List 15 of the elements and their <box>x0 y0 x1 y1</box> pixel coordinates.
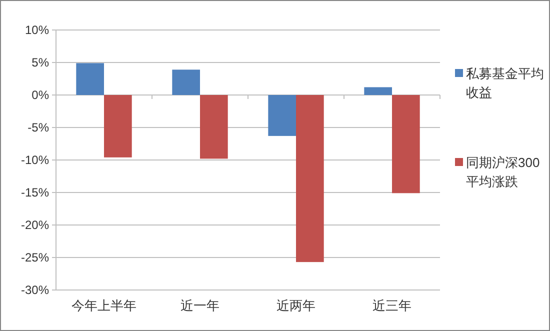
x-tick-label: 近三年 <box>372 298 412 313</box>
y-tick-label: -15% <box>20 186 50 200</box>
x-tick-label: 近一年 <box>180 298 220 313</box>
y-tick-label: -25% <box>20 250 50 264</box>
y-tick-label: 10% <box>24 23 50 37</box>
x-tick-label: 今年上半年 <box>72 298 136 313</box>
legend-label: 私募基金平均收益 <box>466 66 544 100</box>
y-tick-label: 0% <box>32 88 50 102</box>
y-tick-label: -20% <box>20 218 50 232</box>
y-tick-label: -10% <box>20 153 50 167</box>
y-tick-label: -5% <box>28 120 50 134</box>
legend-label: 同期沪深300平均涨跌 <box>466 155 540 189</box>
x-tick-label: 近两年 <box>276 298 316 313</box>
y-tick-label: 5% <box>32 56 50 70</box>
y-tick-label: -30% <box>20 283 50 297</box>
